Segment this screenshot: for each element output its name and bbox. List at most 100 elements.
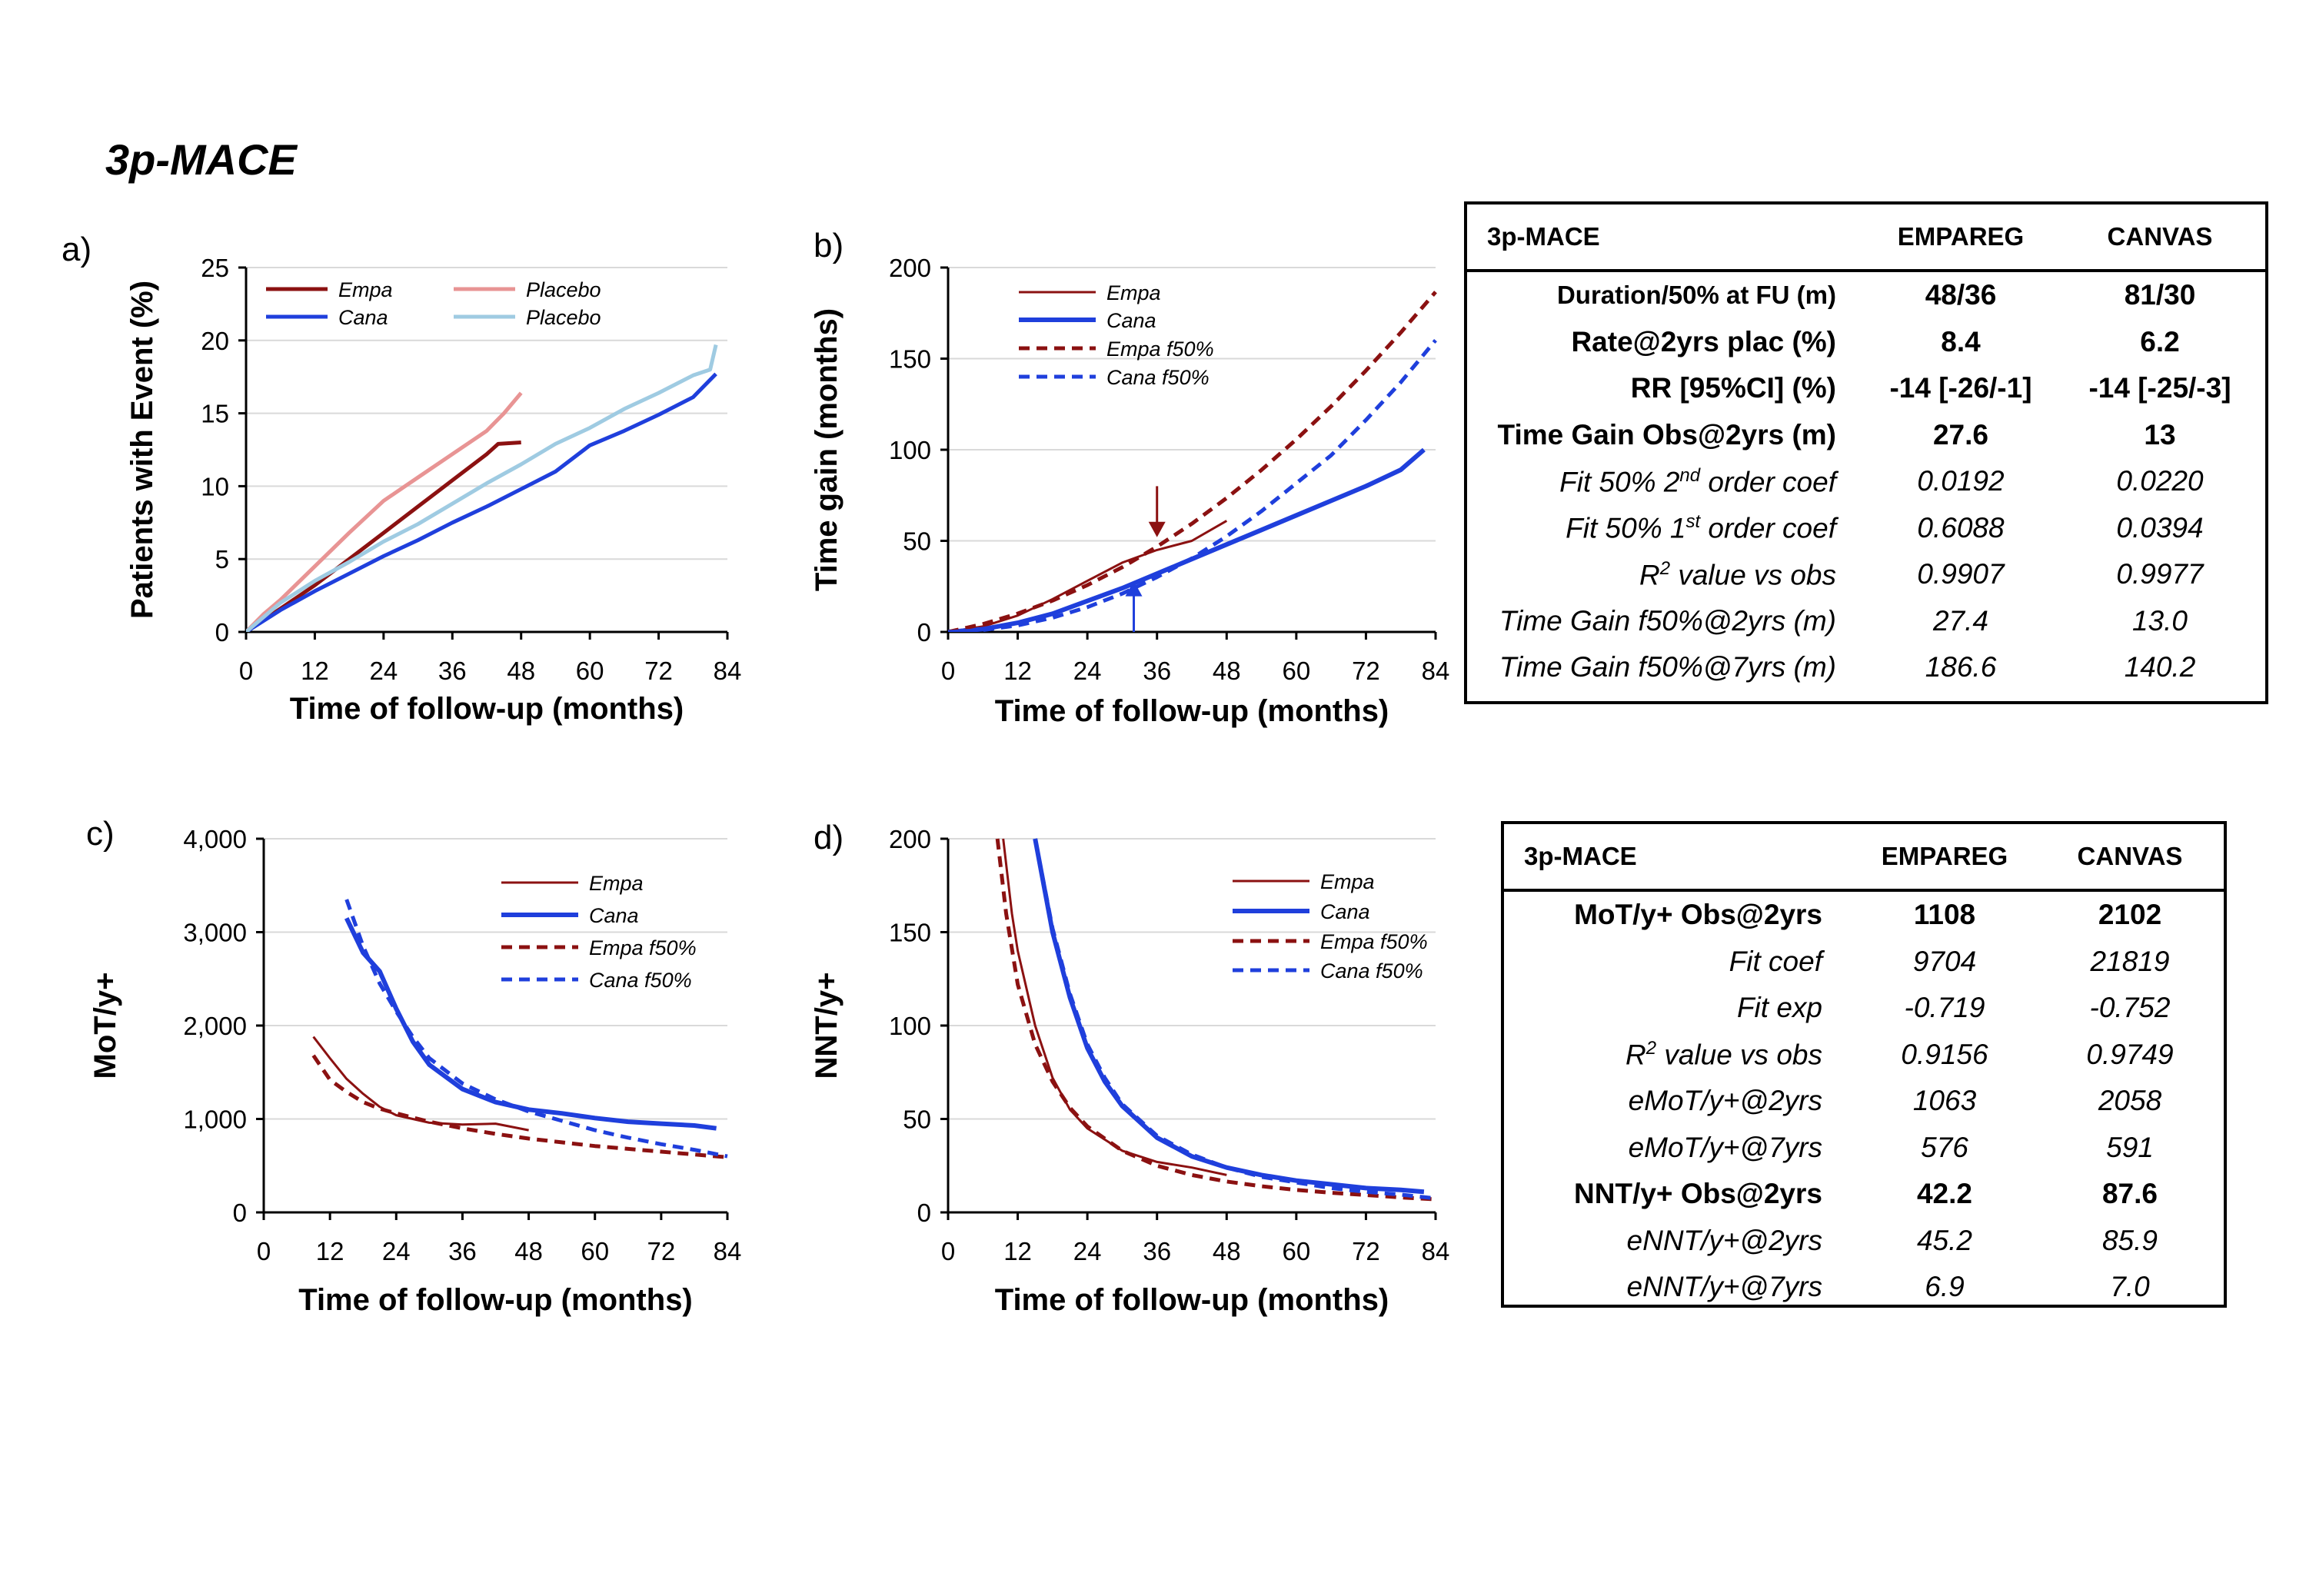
x-tick-label: 36	[1143, 657, 1171, 685]
table-row: Time Gain f50%@2yrs (m) 27.4 13.0	[1467, 598, 2265, 645]
table-row: eMoT/y+@7yrs 576 591	[1504, 1125, 2224, 1172]
table-cell-empareg: 1108	[1913, 899, 1976, 931]
legend-label: Cana f50%	[589, 969, 692, 992]
y-axis-title: Time gain (months)	[810, 308, 844, 591]
y-tick-label: 3,000	[183, 919, 247, 947]
table-cell-canvas: 591	[2106, 1131, 2154, 1163]
legend-label: Cana	[338, 306, 388, 329]
series-line-empa-f50-	[995, 838, 1436, 1202]
y-tick-label: 1,000	[183, 1106, 247, 1134]
x-tick-label: 60	[1282, 657, 1310, 685]
series-line-cana	[246, 372, 717, 632]
legend-label: Cana f50%	[1106, 366, 1210, 389]
figure-title: 3p-MACE	[105, 135, 297, 184]
table-row-label: MoT/y+ Obs@2yrs	[1574, 899, 1822, 931]
x-tick-label: 48	[507, 657, 535, 685]
label-superscript: st	[1685, 511, 1701, 533]
table-row-label: eNNT/y+@2yrs	[1626, 1224, 1822, 1256]
y-tick-label: 2,000	[183, 1012, 247, 1040]
table-row-label: Fit 50% 2nd order coef	[1467, 458, 1867, 505]
label-part: value vs obs	[1670, 558, 1836, 590]
table-row: RR [95%CI] (%) -14 [-26/-1] -14 [-25/-3]	[1467, 365, 2265, 412]
table-cell-empareg: 27.6	[1932, 418, 1988, 451]
x-tick-label: 84	[1422, 657, 1450, 685]
table-header-row: 3p-MACE EMPAREG CANVAS	[1504, 824, 2224, 892]
table-cell-empareg: 186.6	[1925, 651, 1997, 683]
legend-label: Empa	[1106, 281, 1161, 304]
table-cell-empareg: 576	[1921, 1131, 1968, 1163]
y-tick-label: 0	[917, 1199, 931, 1227]
x-tick-label: 0	[941, 657, 955, 685]
table-row: Fit exp -0.719 -0.752	[1504, 985, 2224, 1032]
table-row-label: Duration/50% at FU (m)	[1556, 281, 1836, 310]
table-row-label: Fit exp	[1736, 992, 1822, 1024]
table-cell-canvas: 0.0220	[2116, 465, 2204, 497]
x-tick-label: 12	[1003, 1237, 1032, 1265]
legend-label: Cana	[1320, 900, 1370, 923]
x-tick-label: 48	[514, 1237, 543, 1265]
legend-label: Cana	[589, 904, 639, 927]
table-cell-empareg: 42.2	[1916, 1178, 1972, 1210]
y-axis-title: MoT/y+	[88, 973, 122, 1079]
y-axis-title: NNT/y+	[810, 973, 844, 1079]
table-cell-empareg: 1063	[1912, 1085, 1977, 1117]
table-row: eNNT/y+@7yrs 6.9 7.0	[1504, 1264, 2224, 1311]
series-line-cana-f50-	[948, 339, 1437, 632]
y-tick-label: 15	[201, 400, 229, 428]
legend-label: Placebo	[526, 278, 601, 301]
x-tick-label: 72	[1352, 1237, 1380, 1265]
panel-label-c: c)	[86, 815, 115, 853]
annotation-arrow-head	[1125, 580, 1143, 597]
table-cell-empareg: 8.4	[1941, 325, 1981, 357]
y-axis-title: Patients with Event (%)	[125, 281, 159, 619]
table-cell-canvas: 87.6	[2101, 1178, 2158, 1210]
table-row: Duration/50% at FU (m) 48/36 81/30	[1467, 271, 2265, 319]
table-cell-canvas: 13	[2144, 418, 2176, 451]
table-row-label: RR [95%CI] (%)	[1630, 372, 1836, 404]
table-row-label: Time Gain Obs@2yrs (m)	[1497, 418, 1836, 451]
summary-table-top-grid: 3p-MACE EMPAREG CANVAS Duration/50% at FU (…	[1467, 204, 2265, 691]
x-tick-label: 36	[438, 657, 467, 685]
table-cell-empareg: 0.0192	[1917, 465, 2005, 497]
series-line-placebo	[246, 391, 523, 632]
x-tick-label: 12	[1003, 657, 1032, 685]
series-line-empa-f50-	[948, 291, 1437, 632]
table-row-label: Rate@2yrs plac (%)	[1571, 325, 1836, 357]
series-line-cana	[344, 917, 717, 1131]
legend-label: Placebo	[526, 306, 601, 329]
table-row-label: eMoT/y+@2yrs	[1628, 1085, 1822, 1117]
table-cell-empareg: 0.6088	[1917, 511, 2005, 544]
summary-table-bottom: 3p-MACE EMPAREG CANVAS MoT/y+ Obs@2yrs 1108 2…	[1501, 821, 2227, 1308]
table-row: Fit 50% 2nd order coef 0.0192 0.0220	[1467, 458, 2265, 505]
table-row-label: R2 value vs obs	[1467, 551, 1867, 598]
table-cell-empareg: 27.4	[1932, 604, 1988, 637]
table-cell-empareg: 0.9907	[1917, 558, 2005, 590]
table-cell-empareg: 48/36	[1925, 279, 1997, 311]
table-header-cell: EMPAREG	[1867, 204, 2055, 272]
table-cell-empareg: -0.719	[1904, 992, 1985, 1024]
table-cell-canvas: 140.2	[2124, 651, 2196, 683]
table-cell-canvas: 21819	[2090, 945, 2170, 977]
series-line-empa	[1002, 838, 1227, 1176]
legend-label: Cana	[1106, 309, 1156, 332]
table-cell-empareg: 45.2	[1916, 1224, 1972, 1256]
table-cell-empareg: 9704	[1912, 945, 1977, 977]
x-axis-title: Time of follow-up (months)	[995, 1283, 1389, 1317]
label-superscript: nd	[1679, 464, 1701, 486]
panel-label-a: a)	[62, 231, 92, 268]
x-tick-label: 72	[647, 1237, 675, 1265]
table-cell-canvas: 0.9749	[2086, 1038, 2174, 1070]
x-tick-label: 48	[1213, 657, 1241, 685]
series-line-empa-f50-	[311, 1054, 728, 1159]
x-tick-label: 12	[301, 657, 329, 685]
legend-label: Empa f50%	[1106, 337, 1214, 361]
table-row: MoT/y+ Obs@2yrs 1108 2102	[1504, 890, 2224, 939]
table-header-cell: 3p-MACE	[1467, 204, 1867, 272]
y-tick-label: 25	[201, 254, 229, 282]
table-row-label: Fit 50% 1st order coef	[1467, 505, 1867, 552]
table-cell-canvas: 2102	[2098, 899, 2162, 931]
summary-table-top: 3p-MACE EMPAREG CANVAS Duration/50% at FU (…	[1464, 201, 2268, 704]
table-cell-canvas: 0.9977	[2116, 558, 2204, 590]
